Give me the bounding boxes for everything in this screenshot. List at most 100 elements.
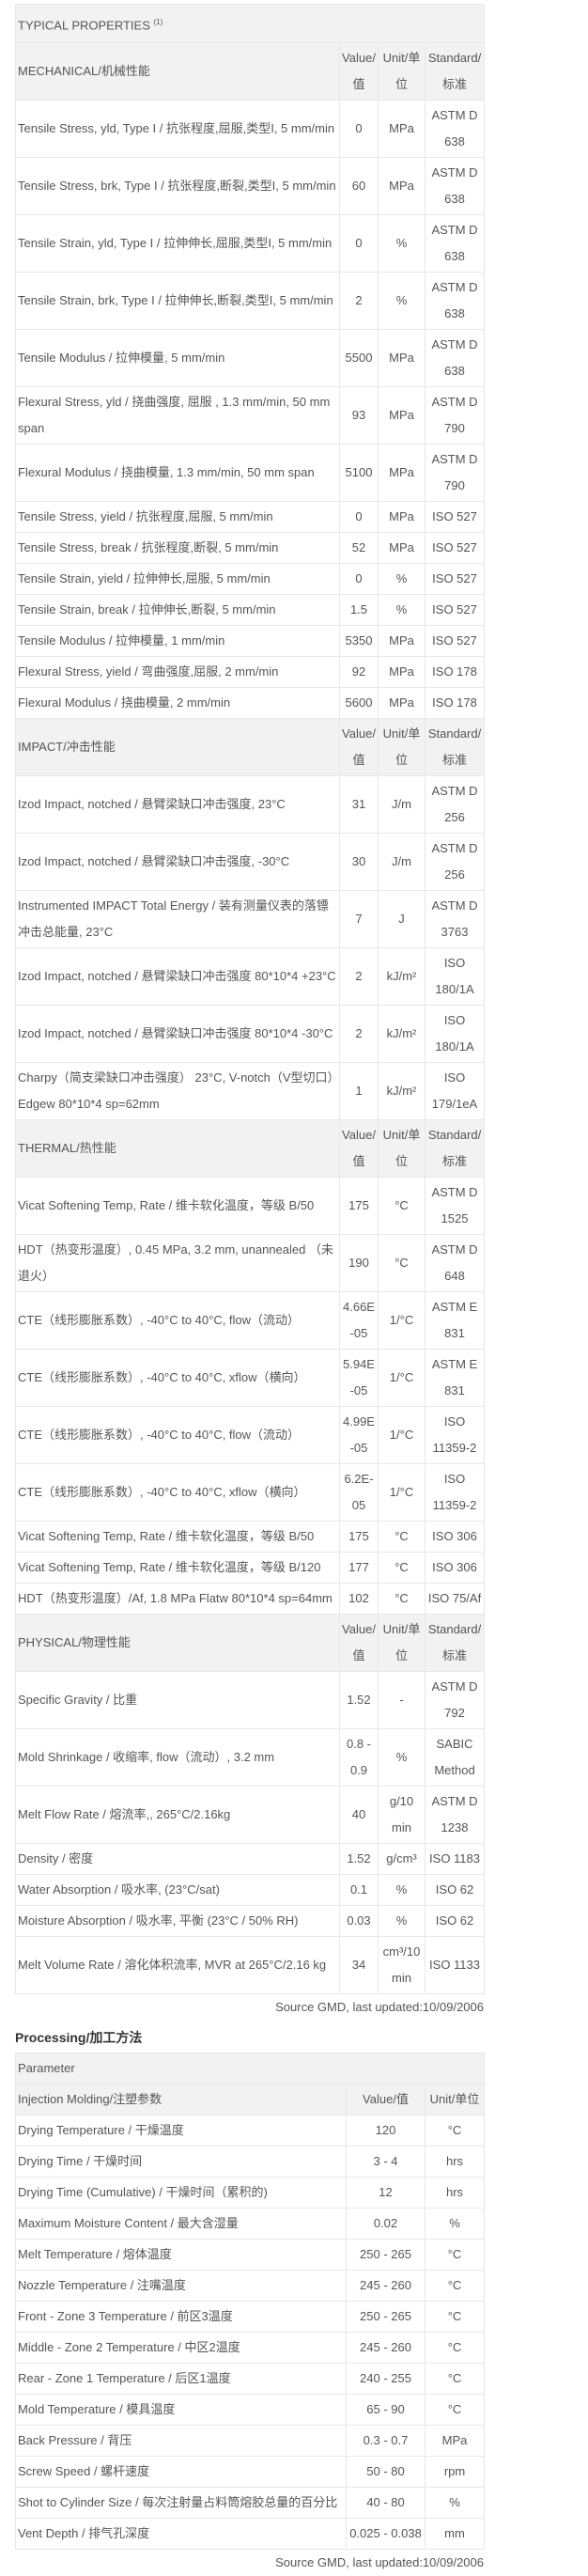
parameter-unit: °C [424, 2115, 486, 2147]
property-value: 34 [339, 1936, 379, 1995]
property-name: Vicat Softening Temp, Rate / 维卡软化温度，等级 B… [15, 1177, 340, 1236]
property-standard: ISO 1133 [424, 1936, 486, 1995]
table-row: Melt Volume Rate / 溶化体积流率, MVR at 265°C/… [15, 1936, 486, 1995]
property-value: 1.5 [339, 594, 379, 627]
table-row: Tensile Modulus / 拉伸模量, 5 mm/min 5500 MPa A… [15, 329, 486, 388]
property-name: Izod Impact, notched / 悬臂梁缺口冲击强度, -30°C [15, 833, 340, 892]
parameter-name: Rear - Zone 1 Temperature / 后区1温度 [15, 2363, 347, 2396]
table-row: Izod Impact, notched / 悬臂梁缺口冲击强度, -30°C 3… [15, 833, 486, 892]
parameter-unit: hrs [424, 2146, 486, 2178]
parameter-name: Back Pressure / 背压 [15, 2425, 347, 2458]
property-value: 6.2E-05 [339, 1463, 379, 1522]
section-name: Injection Molding/注塑参数 [15, 2084, 347, 2116]
property-unit: % [378, 272, 426, 331]
section-name: IMPACT/冲击性能 [15, 718, 340, 777]
property-standard: ASTM D 648 [424, 1234, 486, 1293]
property-unit: MPa [378, 532, 426, 565]
property-unit: MPa [378, 100, 426, 159]
parameter-unit: % [424, 2208, 486, 2240]
property-standard: ISO 178 [424, 656, 486, 689]
property-name: CTE（线形膨胀系数）, -40°C to 40°C, flow（流动） [15, 1406, 340, 1465]
table-row: Water Absorption / 吸水率, (23°C/sat) 0.1% IS… [15, 1874, 486, 1907]
table-row: Mold Temperature / 模具温度 65 - 90 °C [15, 2394, 486, 2427]
property-value: 0 [339, 501, 379, 534]
property-value: 102 [339, 1583, 379, 1616]
table-row: Tensile Strain, brk, Type I / 拉伸伸长,断裂,类型… [15, 272, 486, 331]
table-row: Maximum Moisture Content / 最大含湿量 0.02% [15, 2208, 486, 2240]
parameter-name: Screw Speed / 螺杆速度 [15, 2456, 347, 2489]
property-unit: % [378, 214, 426, 273]
parameter-unit: hrs [424, 2177, 486, 2209]
typical-properties-table: TYPICAL PROPERTIES (1) MECHANICAL/机械性能 Va… [14, 3, 486, 1995]
table-row: Shot to Cylinder Size / 每次注射量占料筒熔胶总量的百分比… [15, 2487, 486, 2520]
col-value-header: Value/值 [339, 42, 379, 101]
property-unit: °C [378, 1552, 426, 1585]
parameter-value: 12 [346, 2177, 426, 2209]
property-value: 5100 [339, 444, 379, 503]
table-row: Tensile Stress, yld, Type I / 抗张程度,屈服,类型… [15, 100, 486, 159]
table-row: Tensile Stress, break / 抗张程度,断裂, 5 mm/mi… [15, 532, 486, 565]
property-unit: MPa [378, 501, 426, 534]
property-name: Charpy（简支梁缺口冲击强度） 23°C, V-notch（V型切口）Edg… [15, 1062, 340, 1121]
property-unit: % [378, 594, 426, 627]
property-standard: ISO 75/Af [424, 1583, 486, 1616]
parameter-name: Drying Time / 干燥时间 [15, 2146, 347, 2178]
property-name: Moisture Absorption / 吸水率, 平衡 (23°C / 50… [15, 1905, 340, 1938]
table-row: Tensile Stress, yield / 抗张程度,屈服, 5 mm/mi… [15, 501, 486, 534]
section-header-row: IMPACT/冲击性能 Value/值 Unit/单位 Standard/标准 [15, 718, 486, 777]
property-unit: °C [378, 1234, 426, 1293]
property-unit: - [378, 1671, 426, 1730]
property-standard: ISO 527 [424, 532, 486, 565]
property-value: 30 [339, 833, 379, 892]
table-row: Charpy（简支梁缺口冲击强度） 23°C, V-notch（V型切口）Edg… [15, 1062, 486, 1121]
section-name: MECHANICAL/机械性能 [15, 42, 340, 101]
section-name: THERMAL/热性能 [15, 1119, 340, 1179]
property-value: 4.99E-05 [339, 1406, 379, 1465]
table-row: Specific Gravity / 比重 1.52- ASTM D 792 [15, 1671, 486, 1730]
property-standard: ISO 1183 [424, 1843, 486, 1876]
parameter-value: 0.025 - 0.038 [346, 2518, 426, 2551]
property-standard: ASTM E 831 [424, 1291, 486, 1350]
table-row: Flexural Stress, yld / 挠曲强度, 屈服 , 1.3 mm… [15, 386, 486, 445]
table-row: Drying Time / 干燥时间 3 - 4 hrs [15, 2146, 486, 2178]
property-unit: MPa [378, 329, 426, 388]
property-unit: MPa [378, 386, 426, 445]
table-row: Flexural Modulus / 挠曲模量, 1.3 mm/min, 50 … [15, 444, 486, 503]
section-header-row: PHYSICAL/物理性能 Value/值 Unit/单位 Standard/标准 [15, 1614, 486, 1673]
property-unit: MPa [378, 656, 426, 689]
col-value-header: Value/值 [346, 2084, 426, 2116]
property-standard: ASTM D 1238 [424, 1786, 486, 1845]
property-unit: 1/°C [378, 1463, 426, 1522]
parameter-value: 40 - 80 [346, 2487, 426, 2520]
table-row: Vicat Softening Temp, Rate / 维卡软化温度，等级 B… [15, 1177, 486, 1236]
section-name: PHYSICAL/物理性能 [15, 1614, 340, 1673]
property-unit: °C [378, 1583, 426, 1616]
property-name: Izod Impact, notched / 悬臂梁缺口冲击强度 80*10*4… [15, 947, 340, 1007]
table-row: CTE（线形膨胀系数）, -40°C to 40°C, flow（流动） 4.99… [15, 1406, 486, 1465]
property-name: Izod Impact, notched / 悬臂梁缺口冲击强度, 23°C [15, 775, 340, 835]
property-value: 2 [339, 1005, 379, 1064]
section-header-row: MECHANICAL/机械性能 Value/值 Unit/单位 Standard/标准 [15, 42, 486, 101]
parameter-unit: °C [424, 2394, 486, 2427]
col-unit-header: Unit/单位 [378, 1614, 426, 1673]
table-title-row: TYPICAL PROPERTIES (1) [14, 3, 486, 44]
table-row: HDT（热变形温度）, 0.45 MPa, 3.2 mm, unannealed… [15, 1234, 486, 1293]
parameter-unit: °C [424, 2270, 486, 2303]
table-row: Vent Depth / 排气孔深度 0.025 - 0.038 mm [15, 2518, 486, 2551]
parameter-value: 3 - 4 [346, 2146, 426, 2178]
property-name: Melt Volume Rate / 溶化体积流率, MVR at 265°C/… [15, 1936, 340, 1995]
parameter-name: Drying Temperature / 干燥温度 [15, 2115, 347, 2147]
property-standard: ASTM D 638 [424, 157, 486, 216]
col-unit-header: Unit/单位 [378, 718, 426, 777]
table-title: TYPICAL PROPERTIES (1) [14, 3, 486, 44]
property-unit: MPa [378, 157, 426, 216]
property-unit: kJ/m² [378, 1005, 426, 1064]
table-row: CTE（线形膨胀系数）, -40°C to 40°C, flow（流动） 4.66… [15, 1291, 486, 1350]
property-name: Tensile Stress, yld, Type I / 抗张程度,屈服,类型… [15, 100, 340, 159]
property-standard: ASTM E 831 [424, 1349, 486, 1408]
property-name: Tensile Stress, yield / 抗张程度,屈服, 5 mm/mi… [15, 501, 340, 534]
property-standard: ASTM D 3763 [424, 890, 486, 949]
table-row: CTE（线形膨胀系数）, -40°C to 40°C, xflow（横向） 6.2… [15, 1463, 486, 1522]
table-row: Tensile Strain, yld, Type I / 拉伸伸长,屈服,类型… [15, 214, 486, 273]
property-value: 175 [339, 1521, 379, 1553]
